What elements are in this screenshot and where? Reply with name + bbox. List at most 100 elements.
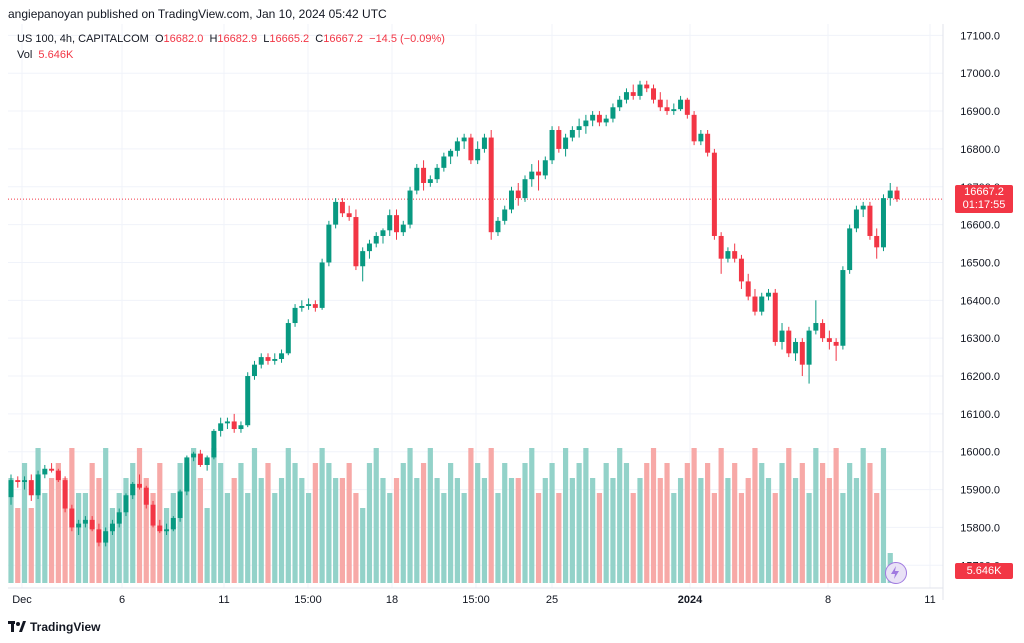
volume-bar (604, 463, 609, 583)
volume-bar (333, 478, 338, 583)
volume-bar (678, 478, 683, 583)
candle-body (631, 92, 636, 96)
symbol-name[interactable]: US 100, 4h, CAPITALCOM (17, 33, 149, 45)
candle-body (523, 179, 528, 198)
volume-bar (664, 463, 669, 583)
candle-body (137, 484, 142, 488)
ohlc-high: 16682.9 (217, 33, 257, 45)
candle-body (475, 149, 480, 160)
volume-bar (401, 463, 406, 583)
candle-body (441, 156, 446, 167)
candle-body (773, 293, 778, 342)
candle-body (380, 230, 385, 236)
volume-bar (353, 493, 358, 583)
publish-info: angiepanoyan published on TradingView.co… (8, 7, 387, 21)
volume-bar (225, 493, 230, 583)
y-tick-label: 15800.0 (960, 522, 1000, 534)
ohlc-low: 16665.2 (269, 33, 309, 45)
volume-bar (705, 463, 710, 583)
candle-body (692, 115, 697, 141)
candle-body (577, 126, 582, 130)
volume-bar (252, 448, 257, 583)
y-tick-label: 16600.0 (960, 220, 1000, 232)
volume-bar (746, 478, 751, 583)
candle-body (414, 168, 419, 191)
candle-body (590, 115, 595, 121)
volume-bar (786, 448, 791, 583)
footer-brand[interactable]: TradingView (8, 620, 100, 634)
volume-bar (347, 463, 352, 583)
candle-body (198, 454, 203, 465)
volume-bar (651, 448, 656, 583)
candle-body (408, 191, 413, 225)
volume-bar (205, 508, 210, 583)
candle-body (347, 213, 352, 217)
volume-label[interactable]: Vol (17, 49, 32, 61)
candle-body (42, 469, 47, 475)
candle-body (266, 357, 271, 361)
volume-bar (326, 463, 331, 583)
candle-body (360, 251, 365, 266)
candle-body (353, 217, 358, 266)
candle-body (637, 85, 642, 96)
volume-bar (732, 463, 737, 583)
volume-bar (340, 478, 345, 583)
candle-body (671, 109, 676, 111)
candle-body (29, 480, 34, 495)
volume-bar (806, 493, 811, 583)
candle-body (536, 172, 541, 176)
candle-body (665, 107, 670, 111)
volume-bar (35, 448, 40, 583)
volume-bar (468, 448, 473, 583)
lightning-icon[interactable] (885, 562, 907, 584)
candle-body (130, 484, 135, 495)
candle-body (333, 202, 338, 225)
candle-body (171, 518, 176, 529)
symbol-legend: US 100, 4h, CAPITALCOM O16682.0 H16682.9… (17, 33, 445, 45)
candle-body (340, 202, 345, 213)
volume-bar (292, 463, 297, 583)
x-tick-label: 11 (924, 594, 935, 606)
volume-bar (813, 448, 818, 583)
volume-bar (482, 478, 487, 583)
candle-body (103, 531, 108, 542)
candle-body (780, 331, 785, 342)
volume-bar (15, 508, 20, 583)
volume-bar (725, 478, 730, 583)
volume-bar (597, 493, 602, 583)
volume-bar (502, 463, 507, 583)
candle-body (509, 191, 514, 210)
volume-bar (407, 448, 412, 583)
y-tick-label: 16200.0 (960, 371, 1000, 383)
candle-body (719, 236, 724, 259)
candle-body (151, 505, 156, 526)
volume-bar (752, 448, 757, 583)
volume-bar (570, 478, 575, 583)
volume-bar (299, 478, 304, 583)
candle-body (49, 469, 54, 471)
x-tick-label: 15:00 (462, 594, 490, 606)
candle-body (766, 293, 771, 297)
volume-bar (49, 478, 54, 583)
volume-bar (719, 448, 724, 583)
candle-body (90, 520, 95, 529)
candle-body (807, 331, 812, 365)
candle-body (245, 376, 250, 425)
volume-bar (83, 493, 88, 583)
volume-bar (103, 448, 108, 583)
volume-value: 5.646K (38, 49, 73, 61)
candle-body (191, 454, 196, 458)
volume-bar (130, 463, 135, 583)
candle-body (428, 179, 433, 183)
candle-body (678, 100, 683, 109)
volume-bar (556, 493, 561, 583)
volume-bar (29, 508, 34, 583)
volume-bar (509, 478, 514, 583)
volume-bar (177, 463, 182, 583)
volume-bar (827, 478, 832, 583)
volume-bar (441, 493, 446, 583)
candle-body (123, 495, 128, 512)
volume-bar (691, 448, 696, 583)
y-tick-label: 16400.0 (960, 295, 1000, 307)
